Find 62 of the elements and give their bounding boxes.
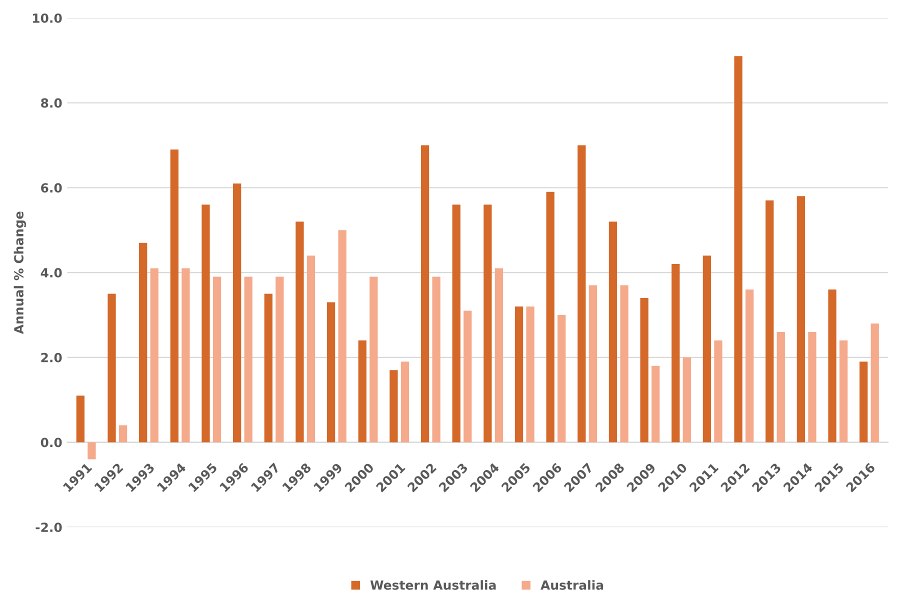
y-tick-label: 10.0 [32, 13, 62, 23]
bar [264, 294, 272, 442]
bar [358, 340, 366, 442]
bar [608, 222, 618, 442]
bar [452, 204, 460, 442]
bar [494, 268, 504, 442]
bar [276, 276, 284, 442]
bar [745, 290, 754, 442]
bar [244, 276, 252, 442]
bar [640, 298, 648, 442]
y-tick-label: -2.0 [36, 522, 62, 532]
bar [682, 357, 691, 442]
bar [870, 323, 879, 442]
bar [88, 442, 96, 460]
bar [620, 285, 628, 442]
y-tick-label: 6.0 [41, 183, 62, 193]
bar [702, 256, 712, 442]
y-axis-title: Annual % Change [14, 212, 26, 334]
bar [578, 145, 586, 442]
bar [714, 340, 722, 442]
bar [338, 230, 346, 442]
bar [202, 204, 210, 442]
bar [150, 268, 158, 442]
bar [860, 362, 868, 442]
bar [108, 294, 116, 442]
bar [464, 310, 472, 442]
bar [526, 306, 534, 442]
bar [828, 290, 836, 442]
bar [212, 276, 222, 442]
bar [766, 200, 774, 442]
legend-label: Australia [540, 580, 604, 590]
y-tick-label: 2.0 [41, 352, 62, 362]
bar [170, 150, 178, 442]
bar [776, 332, 785, 442]
bar [232, 183, 242, 442]
bar [370, 276, 378, 442]
bar [808, 332, 816, 442]
bar [326, 302, 336, 442]
bar [672, 264, 680, 442]
bar [514, 306, 524, 442]
bar [306, 256, 316, 442]
bar [484, 204, 492, 442]
bar [546, 192, 554, 442]
bar [182, 268, 190, 442]
bar [796, 196, 806, 442]
bar [296, 222, 304, 442]
y-tick-label: 8.0 [41, 98, 62, 108]
bar [839, 340, 848, 442]
bar [390, 370, 398, 442]
y-tick-label: 0.0 [40, 438, 62, 448]
bar [558, 314, 566, 442]
bar [139, 242, 148, 442]
bar [734, 56, 742, 442]
bar [432, 276, 440, 442]
bar [76, 396, 85, 442]
legend-label: Western Australia [370, 580, 496, 590]
bar [588, 285, 598, 442]
bar [400, 362, 410, 442]
bar [118, 425, 128, 442]
bar [420, 145, 430, 442]
bar [652, 366, 660, 442]
y-tick-label: 4.0 [40, 268, 62, 278]
